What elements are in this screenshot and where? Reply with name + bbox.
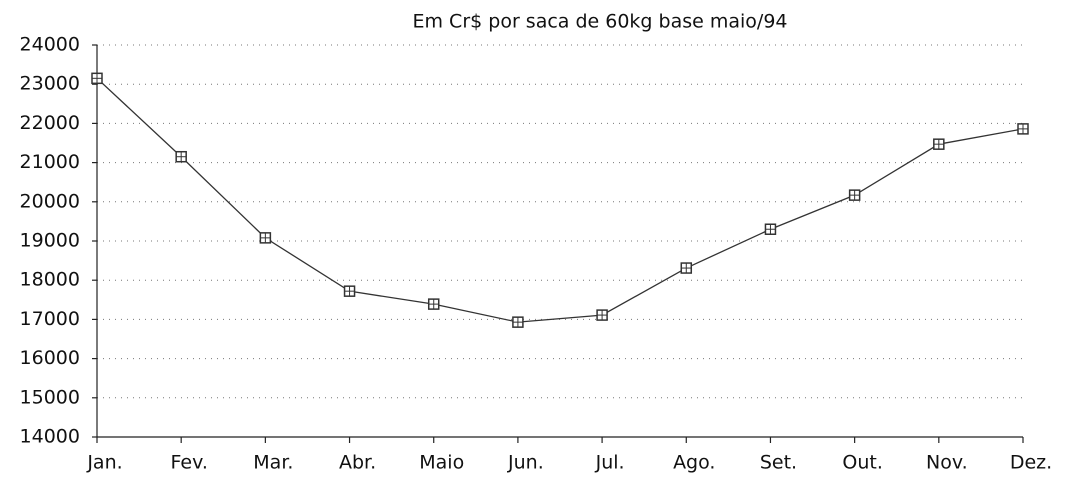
- marker: [91, 72, 103, 85]
- data-line: [96, 77, 1024, 323]
- y-tick-label: 19000: [20, 230, 80, 252]
- y-tick-label: 17000: [20, 308, 80, 330]
- marker: [175, 150, 187, 163]
- marker: [259, 232, 272, 244]
- y-tick-label: 22000: [20, 112, 80, 134]
- x-tick-label: Maio: [419, 452, 464, 474]
- y-tick-label: 15000: [20, 386, 80, 408]
- x-tick-label: Ago.: [673, 452, 715, 474]
- marker: [1017, 123, 1029, 135]
- x-tick-label: Mar.: [253, 452, 293, 474]
- x-tick-label: Jun.: [507, 452, 544, 474]
- x-tick-label: Nov.: [926, 452, 968, 474]
- marker: [343, 285, 356, 297]
- y-tick-label: 20000: [20, 190, 80, 212]
- x-tick-label: Set.: [760, 452, 797, 474]
- x-tick-label: Out.: [842, 452, 883, 474]
- y-tick-label: 23000: [20, 73, 80, 95]
- marker: [933, 138, 945, 150]
- marker: [848, 189, 861, 201]
- y-tick-label: 14000: [20, 426, 80, 448]
- y-tick-label: 21000: [20, 151, 80, 173]
- x-tick-label: Jan.: [86, 452, 122, 474]
- marker: [512, 316, 524, 328]
- marker: [596, 309, 608, 321]
- y-tick-label: 18000: [20, 269, 80, 291]
- marker: [764, 223, 777, 235]
- x-tick-label: Abr.: [339, 452, 376, 474]
- x-tick-label: Fev.: [170, 452, 207, 474]
- marker: [427, 298, 440, 310]
- marker: [680, 262, 693, 274]
- y-tick-label: 24000: [20, 34, 80, 56]
- chart-title: Em Cr$ por saca de 60kg base maio/94: [413, 11, 788, 33]
- x-tick-label: Jul.: [595, 452, 625, 474]
- x-tick-label: Dez.: [1010, 452, 1052, 474]
- y-tick-label: 16000: [20, 347, 80, 369]
